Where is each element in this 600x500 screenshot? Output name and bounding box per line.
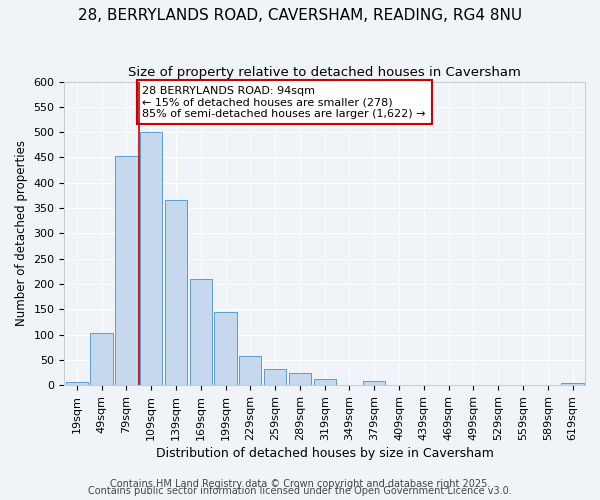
Bar [239,356,262,385]
Bar [289,372,311,385]
Text: 28, BERRYLANDS ROAD, CAVERSHAM, READING, RG4 8NU: 28, BERRYLANDS ROAD, CAVERSHAM, READING,… [78,8,522,22]
Bar [115,156,137,385]
Bar [91,332,113,385]
Bar [140,132,163,385]
Text: Contains HM Land Registry data © Crown copyright and database right 2025.: Contains HM Land Registry data © Crown c… [110,479,490,489]
Bar [190,279,212,385]
Bar [363,380,385,385]
Text: Contains public sector information licensed under the Open Government Licence v3: Contains public sector information licen… [88,486,512,496]
Bar [165,200,187,385]
Bar [314,378,336,385]
Y-axis label: Number of detached properties: Number of detached properties [15,140,28,326]
Title: Size of property relative to detached houses in Caversham: Size of property relative to detached ho… [128,66,521,79]
Bar [264,368,286,385]
Text: 28 BERRYLANDS ROAD: 94sqm
← 15% of detached houses are smaller (278)
85% of semi: 28 BERRYLANDS ROAD: 94sqm ← 15% of detac… [142,86,426,119]
X-axis label: Distribution of detached houses by size in Caversham: Distribution of detached houses by size … [156,447,494,460]
Bar [65,382,88,385]
Bar [562,383,584,385]
Bar [214,312,236,385]
